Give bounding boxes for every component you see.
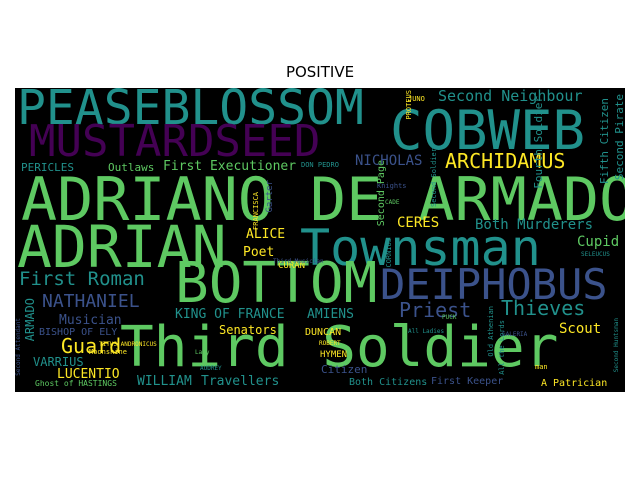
cloud-word: All Ladies: [408, 328, 445, 335]
cloud-word: JUNO: [408, 95, 425, 103]
cloud-word: All the Lords: [498, 320, 506, 375]
cloud-word: ARMADO: [23, 298, 37, 342]
cloud-word: CURAN: [278, 261, 306, 271]
cloud-word: AUDREY: [200, 365, 222, 372]
cloud-word: man: [535, 363, 548, 371]
cloud-word: Poet: [243, 245, 275, 260]
cloud-word: Second Neighbour: [438, 88, 583, 105]
cloud-word: Senators: [219, 323, 277, 337]
chart-title: POSITIVE: [285, 63, 355, 81]
cloud-word: TITUS ANDRONICUS: [99, 341, 157, 348]
cloud-word: PERICLES: [21, 161, 74, 174]
cloud-word: Knights: [377, 182, 407, 190]
cloud-word: BISHOP OF ELY: [39, 327, 118, 338]
cloud-word: NATHANIEL: [42, 291, 140, 312]
cloud-word: PUCK: [442, 314, 457, 321]
cloud-word: LUCENTIO: [57, 367, 120, 382]
cloud-word: SELEUCUS: [581, 251, 610, 258]
cloud-word: Musician: [59, 313, 122, 328]
word-cloud: PEASEBLOSSOM MUSTARDSEED COBWEB ADRIANO …: [15, 88, 625, 392]
cloud-word: Cupid: [577, 234, 620, 250]
cloud-word: KING OF FRANCE: [175, 307, 285, 322]
cloud-word: DUNCAN: [305, 327, 342, 338]
cloud-word: Both Citizens: [349, 377, 428, 388]
cloud-word: CERES: [397, 215, 440, 231]
cloud-word: Citizen: [321, 363, 368, 376]
cloud-word: Second Soldier: [430, 148, 438, 208]
cloud-word: Garter: [265, 180, 275, 213]
cloud-word: Both Murderers: [475, 217, 594, 233]
cloud-word: PROTEUS: [405, 90, 413, 120]
cloud-word: Outlaws: [108, 161, 155, 174]
cloud-word: ADRIANO DE ARMADO: [21, 165, 625, 235]
cloud-word: Old Athenian: [487, 306, 495, 357]
cloud-word: Moonshine: [89, 348, 127, 356]
cloud-word: FRANCISCA: [252, 192, 260, 230]
cloud-word: Second Pirate: [613, 94, 625, 181]
cloud-word: AMIENS: [307, 307, 354, 322]
cloud-word: Travellers: [201, 374, 280, 389]
cloud-word: ARCHIDAMUS: [445, 149, 566, 173]
cloud-word: Second Attendant: [15, 318, 22, 376]
cloud-word: Thieves: [501, 296, 586, 320]
cloud-word: DEIPHOBUS: [380, 260, 608, 309]
cloud-word: Third Soldier: [120, 315, 559, 380]
cloud-word: ALICE: [246, 227, 286, 242]
cloud-word: Guard: [61, 334, 122, 358]
cloud-word: CORNIUS: [385, 238, 393, 268]
cloud-word: NICHOLAS: [355, 153, 423, 169]
cloud-word: Second Huntsman: [613, 318, 620, 373]
cloud-word: DON PEDRO: [301, 161, 339, 169]
cloud-word: Ghost of HASTINGS: [35, 379, 117, 388]
cloud-word: HYMEN: [320, 350, 348, 360]
cloud-word: Second Page: [376, 160, 387, 227]
cloud-word: MUSTARDSEED: [29, 116, 321, 167]
cloud-word: Third Musician: [273, 258, 324, 265]
cloud-word: WILLIAM: [137, 374, 192, 389]
cloud-word: PEASEBLOSSOM: [17, 88, 364, 136]
cloud-word: CADE: [385, 199, 400, 206]
cloud-word: COBWEB: [390, 99, 586, 162]
cloud-word: Fifth Citizen: [598, 98, 611, 185]
cloud-word: GALERIA: [502, 331, 528, 338]
cloud-word: First Keeper: [431, 376, 504, 387]
cloud-word: Scout: [559, 321, 602, 337]
cloud-word: Lady: [195, 349, 210, 356]
cloud-word: First Executioner: [163, 159, 297, 174]
cloud-word: First Roman: [19, 268, 145, 290]
cloud-word: Priest: [399, 298, 472, 322]
cloud-word: Townsman: [300, 219, 541, 277]
cloud-word: Fourth Soldier: [532, 96, 545, 189]
cloud-word: ROBERT: [319, 340, 341, 347]
cloud-word: A Patrician: [541, 378, 608, 389]
cloud-word: BOTTOM: [175, 251, 378, 316]
cloud-word: ADRIAN: [17, 213, 227, 281]
cloud-word: VARRIUS: [33, 355, 84, 369]
